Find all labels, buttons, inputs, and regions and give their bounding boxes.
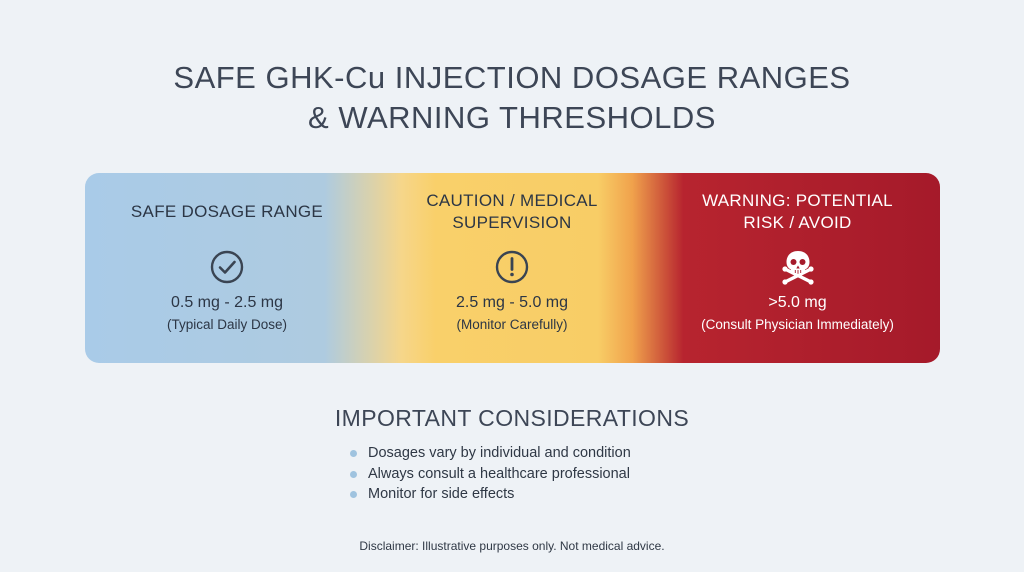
safe-zone: SAFE DOSAGE RANGE 0.5 mg - 2.5 mg (Typic… — [85, 173, 369, 363]
dosage-range-band: SAFE DOSAGE RANGE 0.5 mg - 2.5 mg (Typic… — [85, 173, 940, 363]
caution-zone: CAUTION / MEDICAL SUPERVISION 2.5 mg - 5… — [369, 173, 655, 363]
page-title-line-1: SAFE GHK-Cu INJECTION DOSAGE RANGES — [173, 60, 851, 95]
warning-zone-note: (Consult Physician Immediately) — [701, 317, 894, 332]
disclaimer: Disclaimer: Illustrative purposes only. … — [359, 539, 665, 553]
warning-zone: WARNING: POTENTIAL RISK / AVOID >5.0 mg … — [655, 173, 940, 363]
warning-zone-title: WARNING: POTENTIAL RISK / AVOID — [702, 191, 893, 232]
list-item: Monitor for side effects — [348, 484, 631, 505]
caution-zone-title: CAUTION / MEDICAL SUPERVISION — [426, 191, 598, 232]
skull-crossbones-icon — [781, 251, 814, 285]
page-title-line-2: & WARNING THRESHOLDS — [308, 100, 716, 135]
list-item: Always consult a healthcare professional — [348, 464, 631, 485]
safe-zone-note: (Typical Daily Dose) — [166, 317, 288, 332]
caution-zone-note: (Monitor Carefully) — [456, 317, 568, 332]
safe-zone-title: SAFE DOSAGE RANGE — [130, 202, 324, 221]
exclamation-circle-icon — [495, 250, 529, 284]
check-circle-icon — [210, 250, 244, 284]
considerations-list: Dosages vary by individual and condition… — [348, 443, 631, 505]
safe-zone-range: 0.5 mg - 2.5 mg — [170, 294, 284, 311]
warning-zone-range: >5.0 mg — [768, 294, 827, 311]
list-item: Dosages vary by individual and condition — [348, 443, 631, 464]
page-title: SAFE GHK-Cu INJECTION DOSAGE RANGES & WA… — [0, 58, 1024, 138]
considerations-title: IMPORTANT CONSIDERATIONS — [334, 405, 690, 431]
caution-zone-range: 2.5 mg - 5.0 mg — [455, 294, 569, 311]
